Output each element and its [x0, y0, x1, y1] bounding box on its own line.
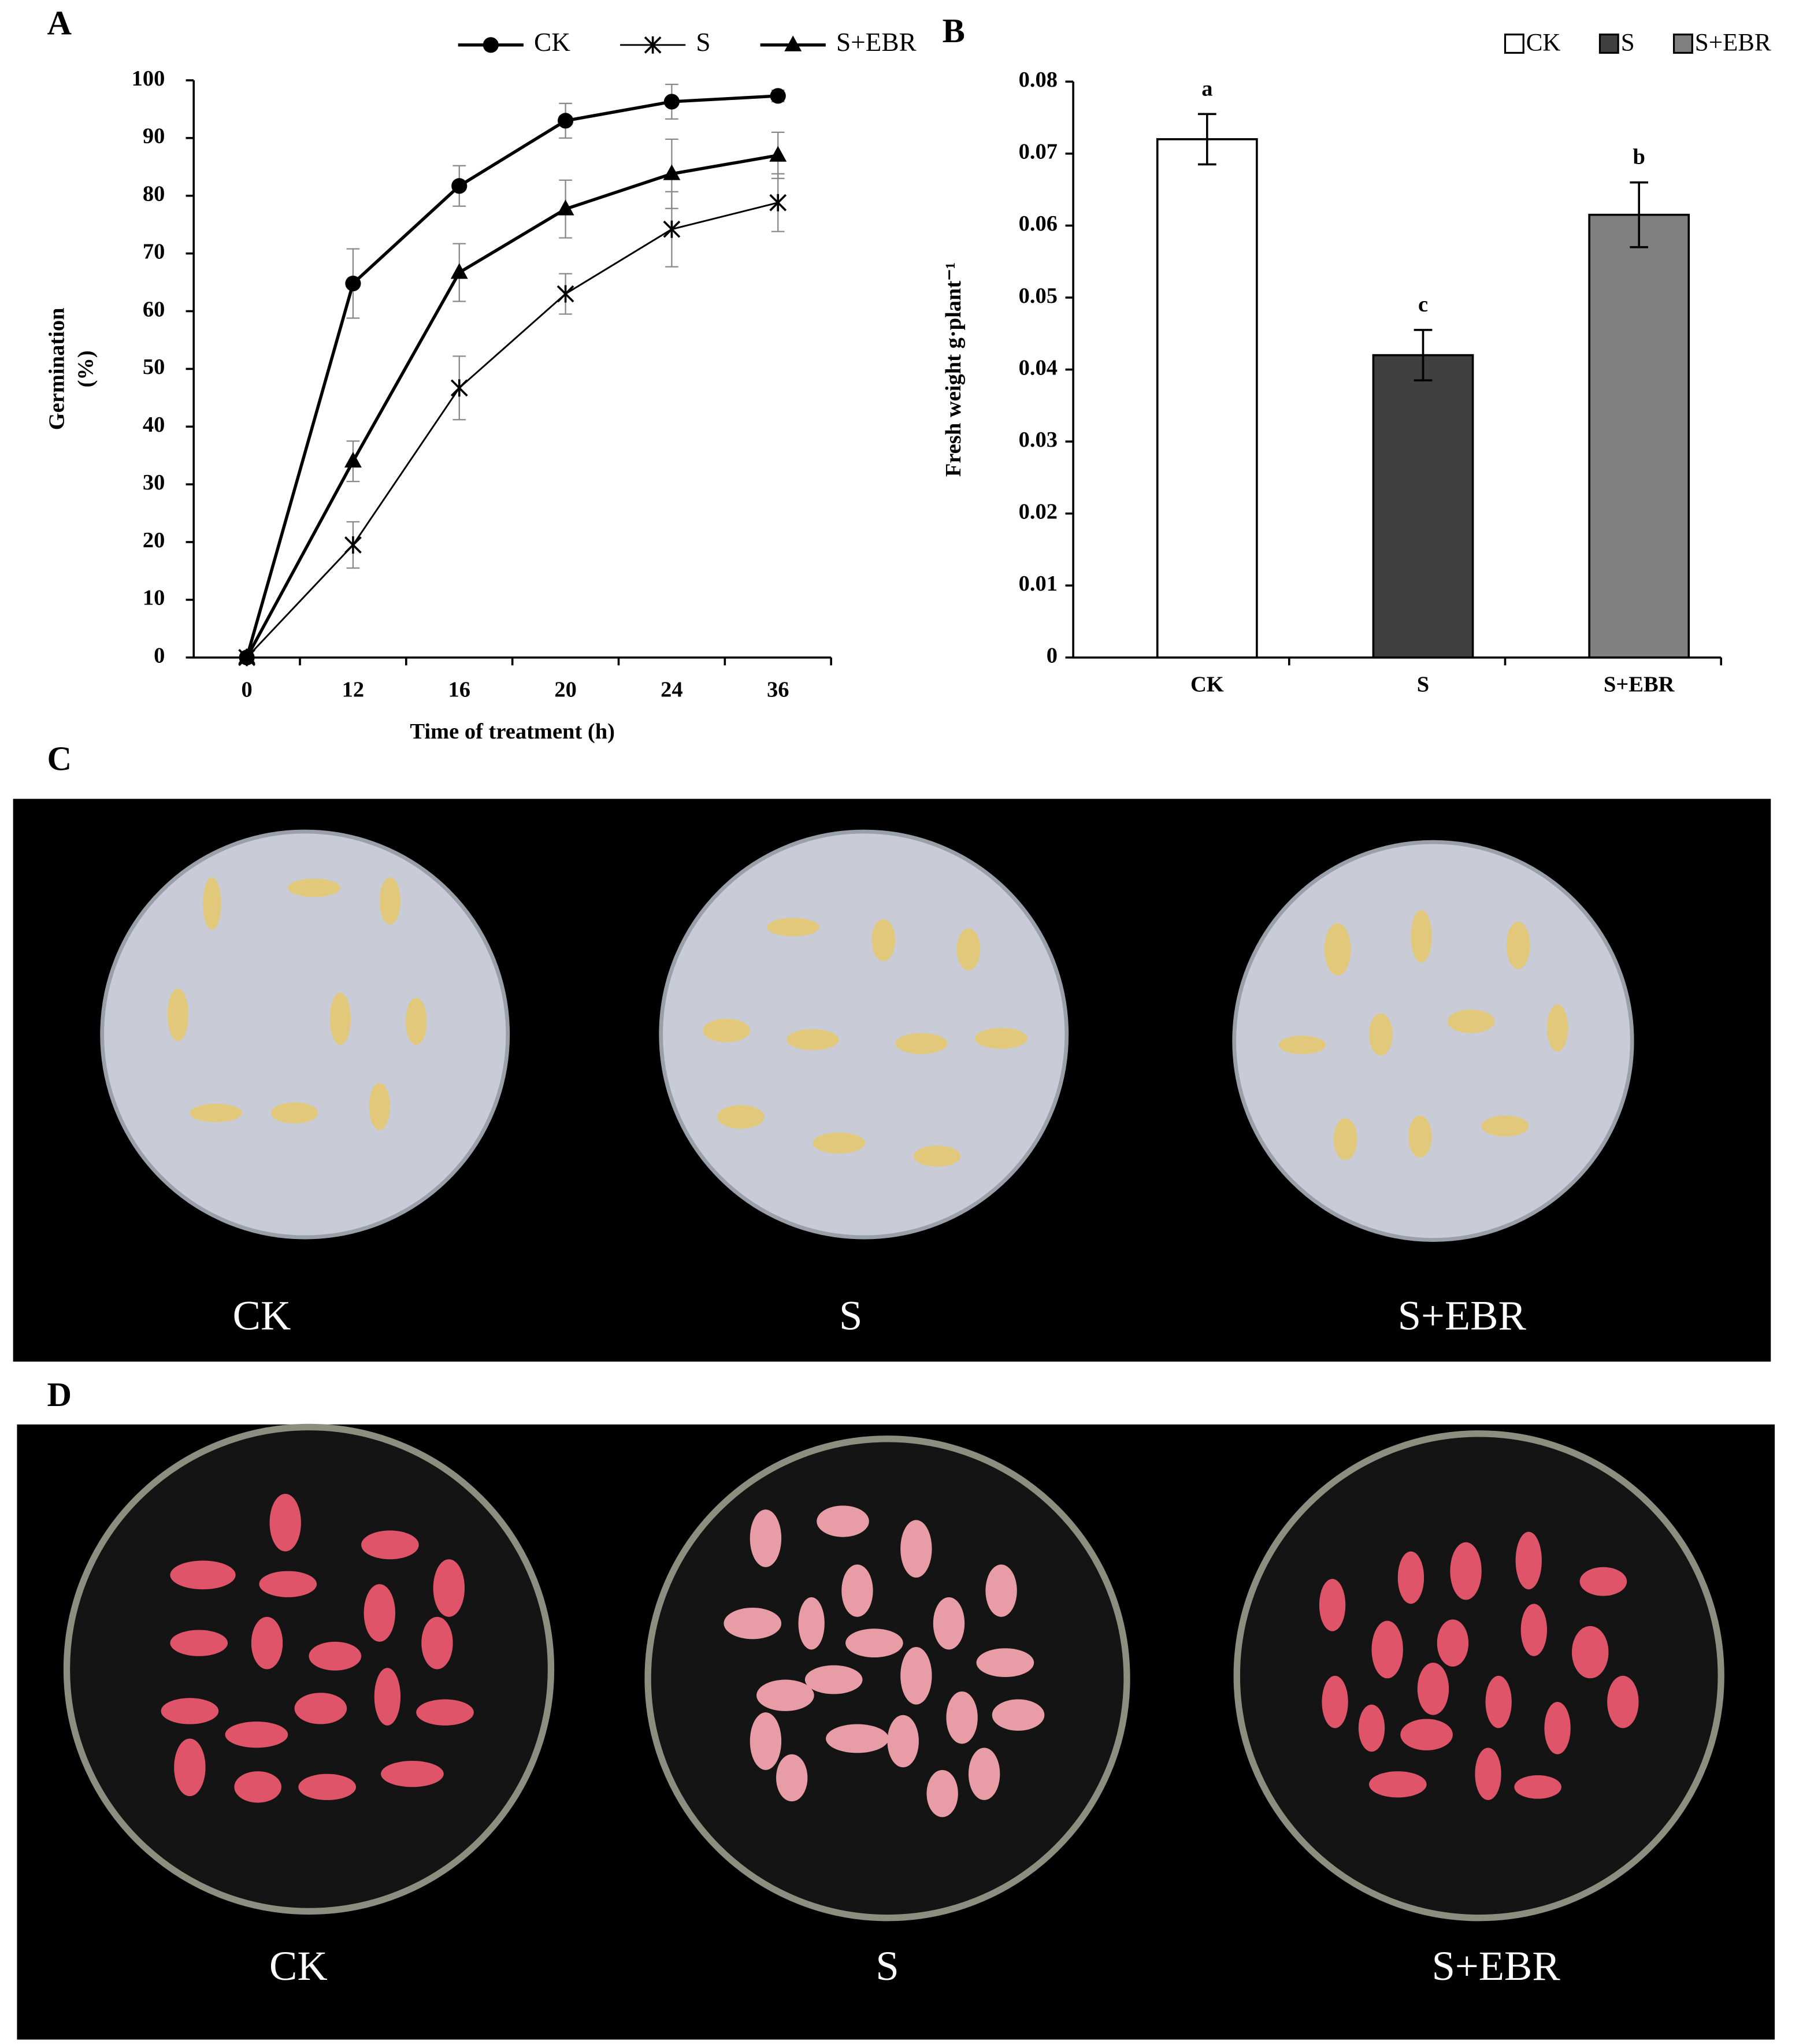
- photo-label: CK: [233, 1292, 291, 1338]
- y-tick-label: 0: [1047, 644, 1058, 668]
- legend-label: S+EBR: [1695, 29, 1771, 57]
- legend-label: CK: [1526, 29, 1561, 57]
- marker: [483, 37, 499, 53]
- photo-label: S+EBR: [1432, 1942, 1561, 1989]
- marker: [557, 199, 574, 216]
- x-tick-label: 20: [554, 677, 577, 702]
- series-line: [245, 94, 778, 658]
- x-tick-label: 12: [342, 677, 364, 702]
- marker: [557, 285, 574, 303]
- dish: [63, 1423, 1724, 1921]
- legend-swatch: [1672, 34, 1693, 54]
- y-axis-title: (%): [74, 350, 98, 387]
- bar: [1372, 354, 1474, 659]
- y-tick-label: 10: [143, 586, 165, 610]
- y-tick-label: 0.02: [1019, 499, 1058, 524]
- bar: [1156, 138, 1258, 659]
- legend-swatch: [1598, 34, 1619, 54]
- marker: [770, 88, 786, 104]
- marker: [238, 648, 256, 664]
- error-bar: [1414, 329, 1433, 381]
- marker: [557, 113, 574, 129]
- photo-label: S: [839, 1292, 862, 1338]
- marker: [663, 220, 681, 238]
- y-tick-label: 0.06: [1019, 212, 1058, 236]
- y-tick-label: 50: [143, 355, 165, 379]
- marker: [663, 94, 680, 110]
- y-tick-label: 0.03: [1019, 428, 1058, 452]
- y-tick-label: 30: [143, 470, 165, 495]
- legend-label: S: [696, 28, 710, 57]
- legend-swatch: [1504, 34, 1524, 54]
- significance-label: b: [1633, 145, 1645, 169]
- marker: [344, 536, 362, 554]
- x-axis-title: Time of treatment (h): [410, 719, 615, 744]
- x-tick-label: 36: [767, 677, 789, 702]
- axis: [192, 80, 832, 659]
- y-tick-label: 70: [143, 239, 165, 264]
- x-tick-label: CK: [1190, 672, 1224, 696]
- x-tick-label: 0: [241, 677, 252, 702]
- photo-label: S+EBR: [1398, 1292, 1527, 1338]
- y-tick-label: 100: [132, 66, 165, 91]
- x-tick-label: S: [1417, 672, 1429, 696]
- error-bar: [1197, 113, 1216, 166]
- dish: [100, 829, 1634, 1242]
- y-tick-label: 0.01: [1019, 572, 1058, 596]
- y-axis-title: Fresh weight g·plant⁻¹: [941, 262, 966, 477]
- marker: [663, 164, 681, 180]
- seeds: [167, 877, 1568, 1167]
- marker: [644, 36, 662, 54]
- legend-label: CK: [534, 28, 570, 57]
- series-line: [246, 202, 778, 658]
- marker: [769, 146, 787, 162]
- y-tick-label: 20: [143, 528, 165, 552]
- x-tick-label: S+EBR: [1604, 672, 1675, 696]
- y-tick-label: 0.07: [1019, 140, 1058, 164]
- series-line: [245, 154, 778, 659]
- y-tick-label: 0: [154, 644, 165, 668]
- marker: [450, 263, 468, 279]
- legend-label: S+EBR: [836, 28, 917, 57]
- bar: [1588, 213, 1690, 659]
- photo-label: S: [876, 1942, 899, 1989]
- y-tick-label: 0.08: [1019, 68, 1058, 92]
- panel-label: A: [47, 5, 72, 42]
- significance-label: c: [1418, 292, 1428, 317]
- marker: [784, 35, 802, 51]
- y-tick-label: 0.04: [1019, 355, 1058, 380]
- marker: [450, 379, 468, 397]
- marker: [344, 451, 362, 468]
- seeds: [161, 1493, 1639, 1803]
- marker: [345, 275, 361, 292]
- y-tick-label: 60: [143, 297, 165, 321]
- x-tick-label: 24: [661, 677, 683, 702]
- y-axis-title: Germination: [45, 308, 69, 431]
- marker: [451, 178, 468, 194]
- panel-label: C: [47, 740, 72, 777]
- y-tick-label: 0.05: [1019, 284, 1058, 308]
- seeds: [724, 1505, 1045, 1817]
- error-bar: [1630, 181, 1649, 248]
- legend-label: S: [1621, 29, 1635, 57]
- significance-label: a: [1201, 76, 1212, 101]
- y-tick-label: 90: [143, 124, 165, 149]
- panel-label: D: [47, 1376, 72, 1414]
- photo-label: CK: [269, 1942, 328, 1989]
- y-tick-label: 80: [143, 182, 165, 206]
- y-tick-label: 40: [143, 413, 165, 437]
- x-tick-label: 16: [448, 677, 471, 702]
- panel-label: B: [943, 12, 965, 50]
- marker: [769, 194, 787, 212]
